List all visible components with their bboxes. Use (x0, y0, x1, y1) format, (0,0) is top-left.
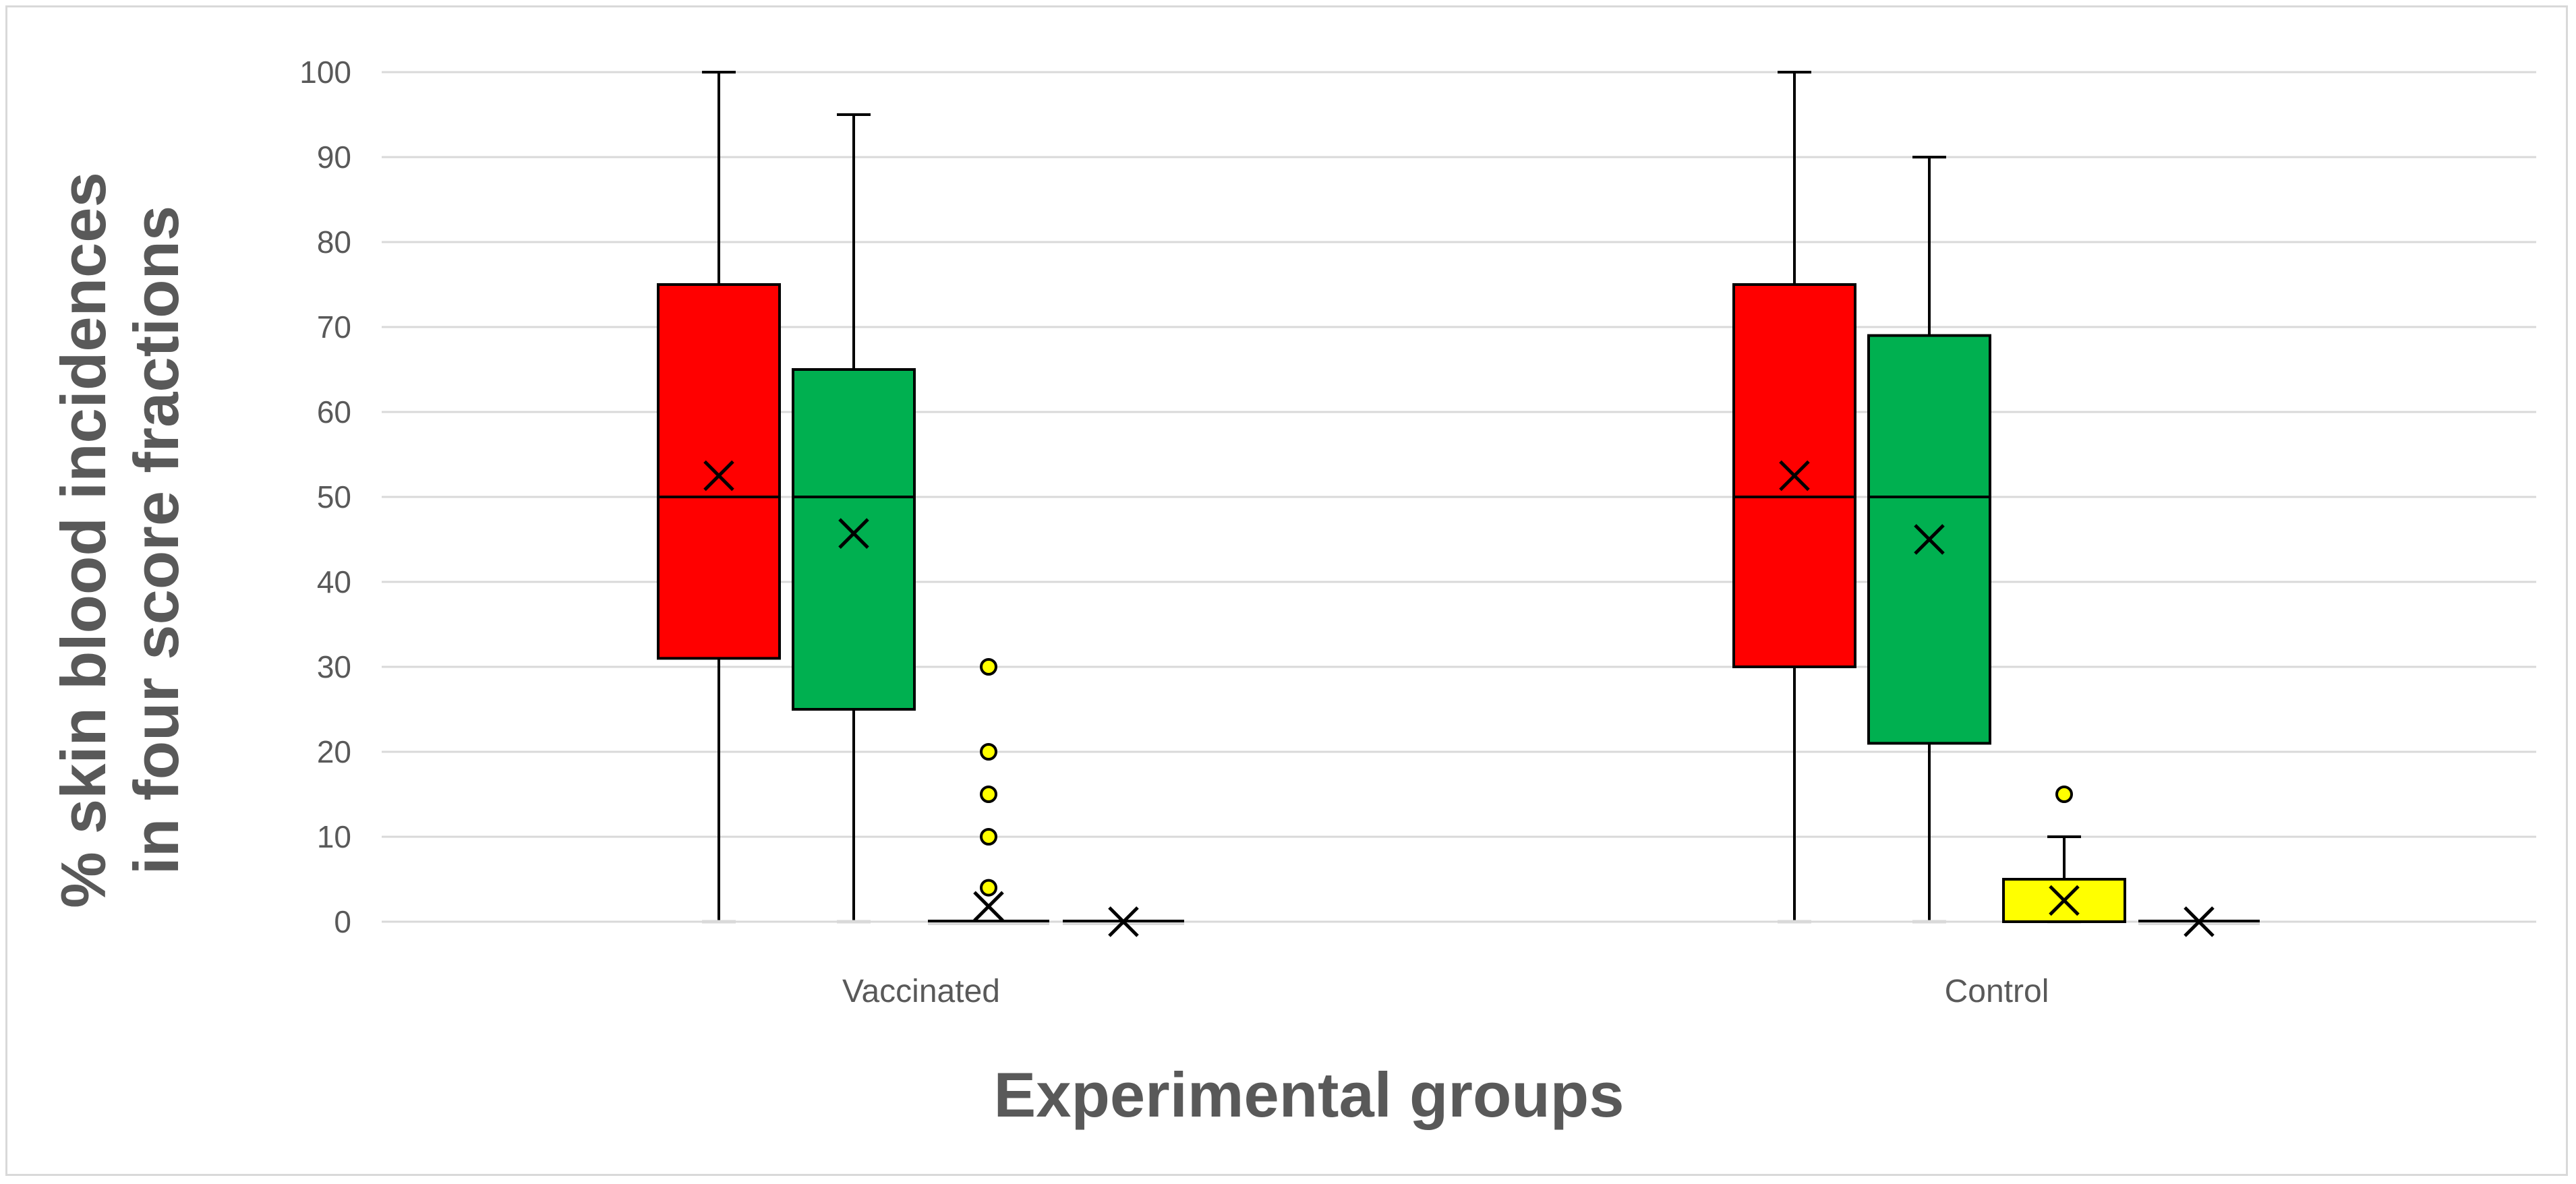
box-fraction-4-vaccinated (1063, 906, 1184, 937)
y-axis-title-line-2: in four score fractions (121, 206, 192, 875)
y-tick-label: 0 (334, 904, 351, 939)
series-fraction-4 (1063, 906, 2260, 937)
mean-marker (2184, 906, 2215, 937)
x-axis-title: Experimental groups (994, 1059, 1624, 1130)
outlier-point (980, 879, 997, 897)
y-tick-label: 70 (317, 309, 351, 345)
y-axis-title-line-1: % skin blood incidences (48, 172, 119, 908)
category-label: Vaccinated (842, 974, 1000, 1009)
series-fraction-2 (792, 113, 1991, 924)
box-body (657, 283, 781, 660)
x-axis-category-labels: Vaccinated Control (842, 974, 2049, 1009)
box-series (657, 71, 2260, 937)
mean-marker (2049, 885, 2080, 916)
box-fraction-2-control (1867, 156, 1991, 924)
y-axis-title: % skin blood incidences in four score fr… (48, 172, 192, 908)
y-tick-label: 60 (317, 394, 351, 430)
box-fraction-4-control (2138, 906, 2260, 937)
series-fraction-3 (928, 658, 2126, 925)
y-tick-label: 20 (317, 734, 351, 769)
box-fraction-1-vaccinated (657, 71, 781, 924)
category-label: Control (1945, 974, 2049, 1009)
chart-frame: 0 10 20 30 40 50 60 70 80 90 100 Vaccinated Control… (5, 5, 2568, 1176)
y-tick-label: 90 (317, 140, 351, 175)
box-fraction-1-control (1732, 71, 1856, 924)
y-tick-label: 100 (299, 55, 351, 90)
outlier-point (980, 828, 997, 846)
mean-marker (1914, 524, 1945, 555)
series-fraction-1 (657, 71, 1856, 924)
box-plot-chart: 0 10 20 30 40 50 60 70 80 90 100 Vaccinated Control… (48, 55, 2536, 1130)
y-tick-label: 80 (317, 225, 351, 260)
y-tick-label: 50 (317, 479, 351, 514)
box-fraction-2-vaccinated (792, 113, 916, 924)
mean-marker (838, 518, 869, 549)
box-body (1732, 283, 1856, 668)
box-fraction-3-vaccinated (928, 658, 1049, 925)
mean-marker (973, 891, 1004, 922)
y-axis-tick-labels: 0 10 20 30 40 50 60 70 80 90 100 (299, 55, 351, 939)
outlier-point (2055, 786, 2073, 803)
mean-marker (1779, 460, 1810, 492)
outlier-point (980, 658, 997, 676)
y-tick-label: 30 (317, 649, 351, 684)
box-fraction-3-control (2002, 786, 2126, 924)
box-body (792, 368, 916, 711)
mean-marker (703, 460, 734, 492)
y-tick-label: 40 (317, 564, 351, 599)
outlier-point (980, 743, 997, 761)
outlier-point (980, 786, 997, 803)
mean-marker (1108, 906, 1139, 937)
y-tick-label: 10 (317, 819, 351, 854)
